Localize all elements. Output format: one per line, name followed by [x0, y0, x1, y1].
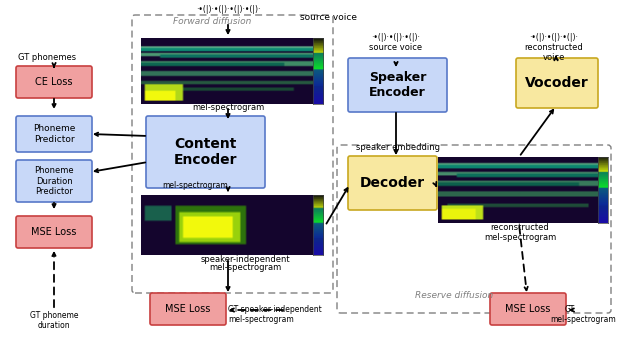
- FancyBboxPatch shape: [16, 116, 92, 152]
- Text: GT speaker-independent: GT speaker-independent: [228, 305, 322, 315]
- FancyBboxPatch shape: [146, 116, 265, 188]
- Text: GT phoneme: GT phoneme: [30, 311, 78, 319]
- Text: source voice: source voice: [370, 43, 423, 53]
- Text: CE Loss: CE Loss: [35, 77, 73, 87]
- Text: MSE Loss: MSE Loss: [506, 304, 551, 314]
- Text: ·•(|)·•(|)·•(|)·: ·•(|)·•(|)·•(|)·: [530, 32, 578, 41]
- Text: Forward diffusion: Forward diffusion: [173, 17, 252, 26]
- FancyBboxPatch shape: [16, 160, 92, 202]
- Text: source voice: source voice: [300, 13, 357, 23]
- Text: mel-spectrogram: mel-spectrogram: [484, 233, 556, 241]
- Text: reconstructed: reconstructed: [525, 43, 583, 53]
- FancyBboxPatch shape: [348, 156, 437, 210]
- FancyBboxPatch shape: [516, 58, 598, 108]
- Text: Decoder: Decoder: [360, 176, 425, 190]
- Text: mel-spectrogram: mel-spectrogram: [550, 315, 616, 324]
- Text: reconstructed: reconstructed: [491, 224, 549, 233]
- Text: Reserve diffusion: Reserve diffusion: [415, 291, 493, 301]
- FancyBboxPatch shape: [490, 293, 566, 325]
- Text: Content
Encoder: Content Encoder: [174, 137, 237, 167]
- Text: speaker embedding: speaker embedding: [356, 144, 440, 153]
- Text: mel-spectrogram: mel-spectrogram: [228, 315, 294, 324]
- Text: MSE Loss: MSE Loss: [32, 227, 77, 237]
- Text: duration: duration: [38, 320, 70, 329]
- Text: voice: voice: [543, 53, 565, 63]
- Text: GT: GT: [565, 305, 575, 315]
- Text: Phoneme
Predictor: Phoneme Predictor: [33, 124, 75, 144]
- FancyBboxPatch shape: [16, 66, 92, 98]
- FancyBboxPatch shape: [150, 293, 226, 325]
- Text: ·•(|)·•(|)·•(|)·: ·•(|)·•(|)·•(|)·: [371, 32, 420, 41]
- Text: speaker-independent: speaker-independent: [200, 254, 290, 263]
- Text: ·•(|)·•(|)·•(|)·•(|)·: ·•(|)·•(|)·•(|)·•(|)·: [196, 5, 260, 14]
- Text: Phoneme
Duration
Predictor: Phoneme Duration Predictor: [34, 166, 74, 196]
- Text: Vocoder: Vocoder: [525, 76, 589, 90]
- Text: MSE Loss: MSE Loss: [165, 304, 211, 314]
- Text: GT phonemes: GT phonemes: [18, 53, 76, 63]
- Text: Speaker
Encoder: Speaker Encoder: [369, 71, 426, 99]
- Text: mel-spectrogram: mel-spectrogram: [163, 182, 228, 190]
- FancyBboxPatch shape: [16, 216, 92, 248]
- Text: mel-spectrogram: mel-spectrogram: [192, 103, 264, 111]
- FancyBboxPatch shape: [348, 58, 447, 112]
- Text: mel-spectrogram: mel-spectrogram: [209, 263, 281, 273]
